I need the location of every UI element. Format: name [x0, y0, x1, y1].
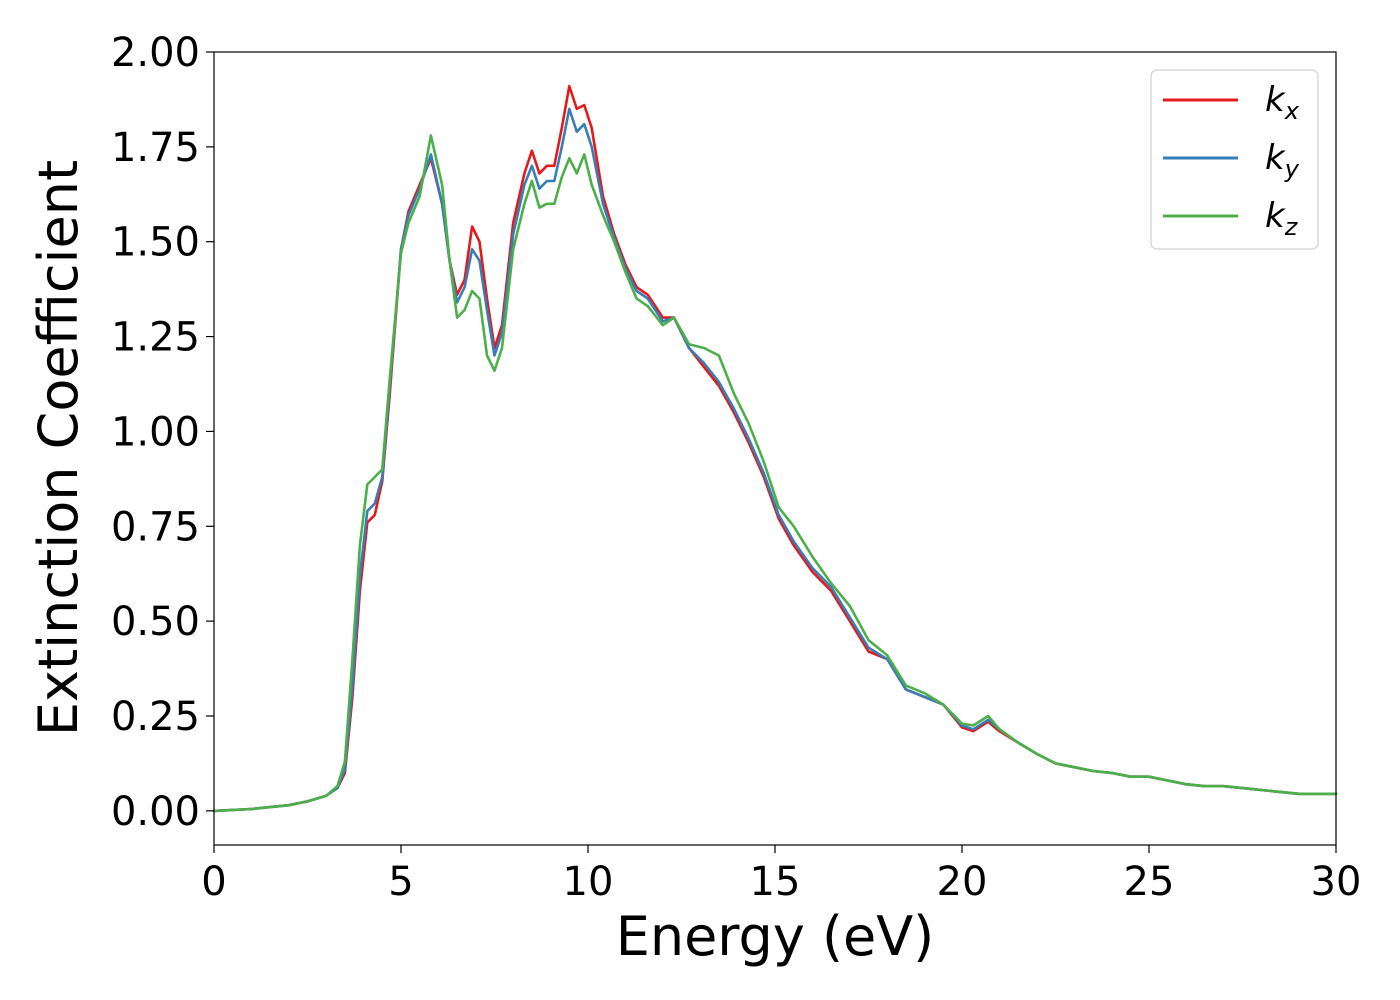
- x-tick-label: 30: [1311, 859, 1362, 905]
- y-tick-label: 0.25: [111, 694, 200, 740]
- x-tick-label: 25: [1124, 859, 1175, 905]
- legend-entry: kz: [1265, 196, 1299, 241]
- y-axis: 0.00 0.25 0.50 0.75 1.00 1.25 1.50 1.75 2.00: [111, 30, 214, 835]
- series-line-kz: [212, 134, 1338, 813]
- y-tick-label: 1.00: [111, 409, 200, 455]
- x-tick-label: 5: [388, 859, 413, 905]
- legend-entry: ky: [1265, 138, 1300, 183]
- y-tick-label: 0.50: [111, 599, 200, 645]
- x-tick-label: 20: [937, 859, 988, 905]
- legend: kx ky kz: [1150, 69, 1319, 250]
- y-axis-label: Extinction Coefficient: [27, 160, 90, 736]
- legend-entry: kx: [1265, 80, 1300, 125]
- y-tick-label: 1.50: [111, 220, 200, 266]
- x-tick-label: 15: [750, 859, 801, 905]
- x-tick-label: 0: [201, 859, 226, 905]
- x-axis-label: Energy (eV): [616, 905, 935, 968]
- y-tick-label: 0.75: [111, 504, 200, 550]
- series-layer: [212, 84, 1338, 813]
- y-tick-label: 1.75: [111, 125, 200, 171]
- y-tick-label: 1.25: [111, 315, 200, 361]
- y-tick-label: 0.00: [111, 789, 200, 835]
- y-tick-label: 2.00: [111, 30, 200, 76]
- x-tick-label: 10: [563, 859, 614, 905]
- x-axis: 0 5 10 15 20 25 30: [201, 845, 1361, 905]
